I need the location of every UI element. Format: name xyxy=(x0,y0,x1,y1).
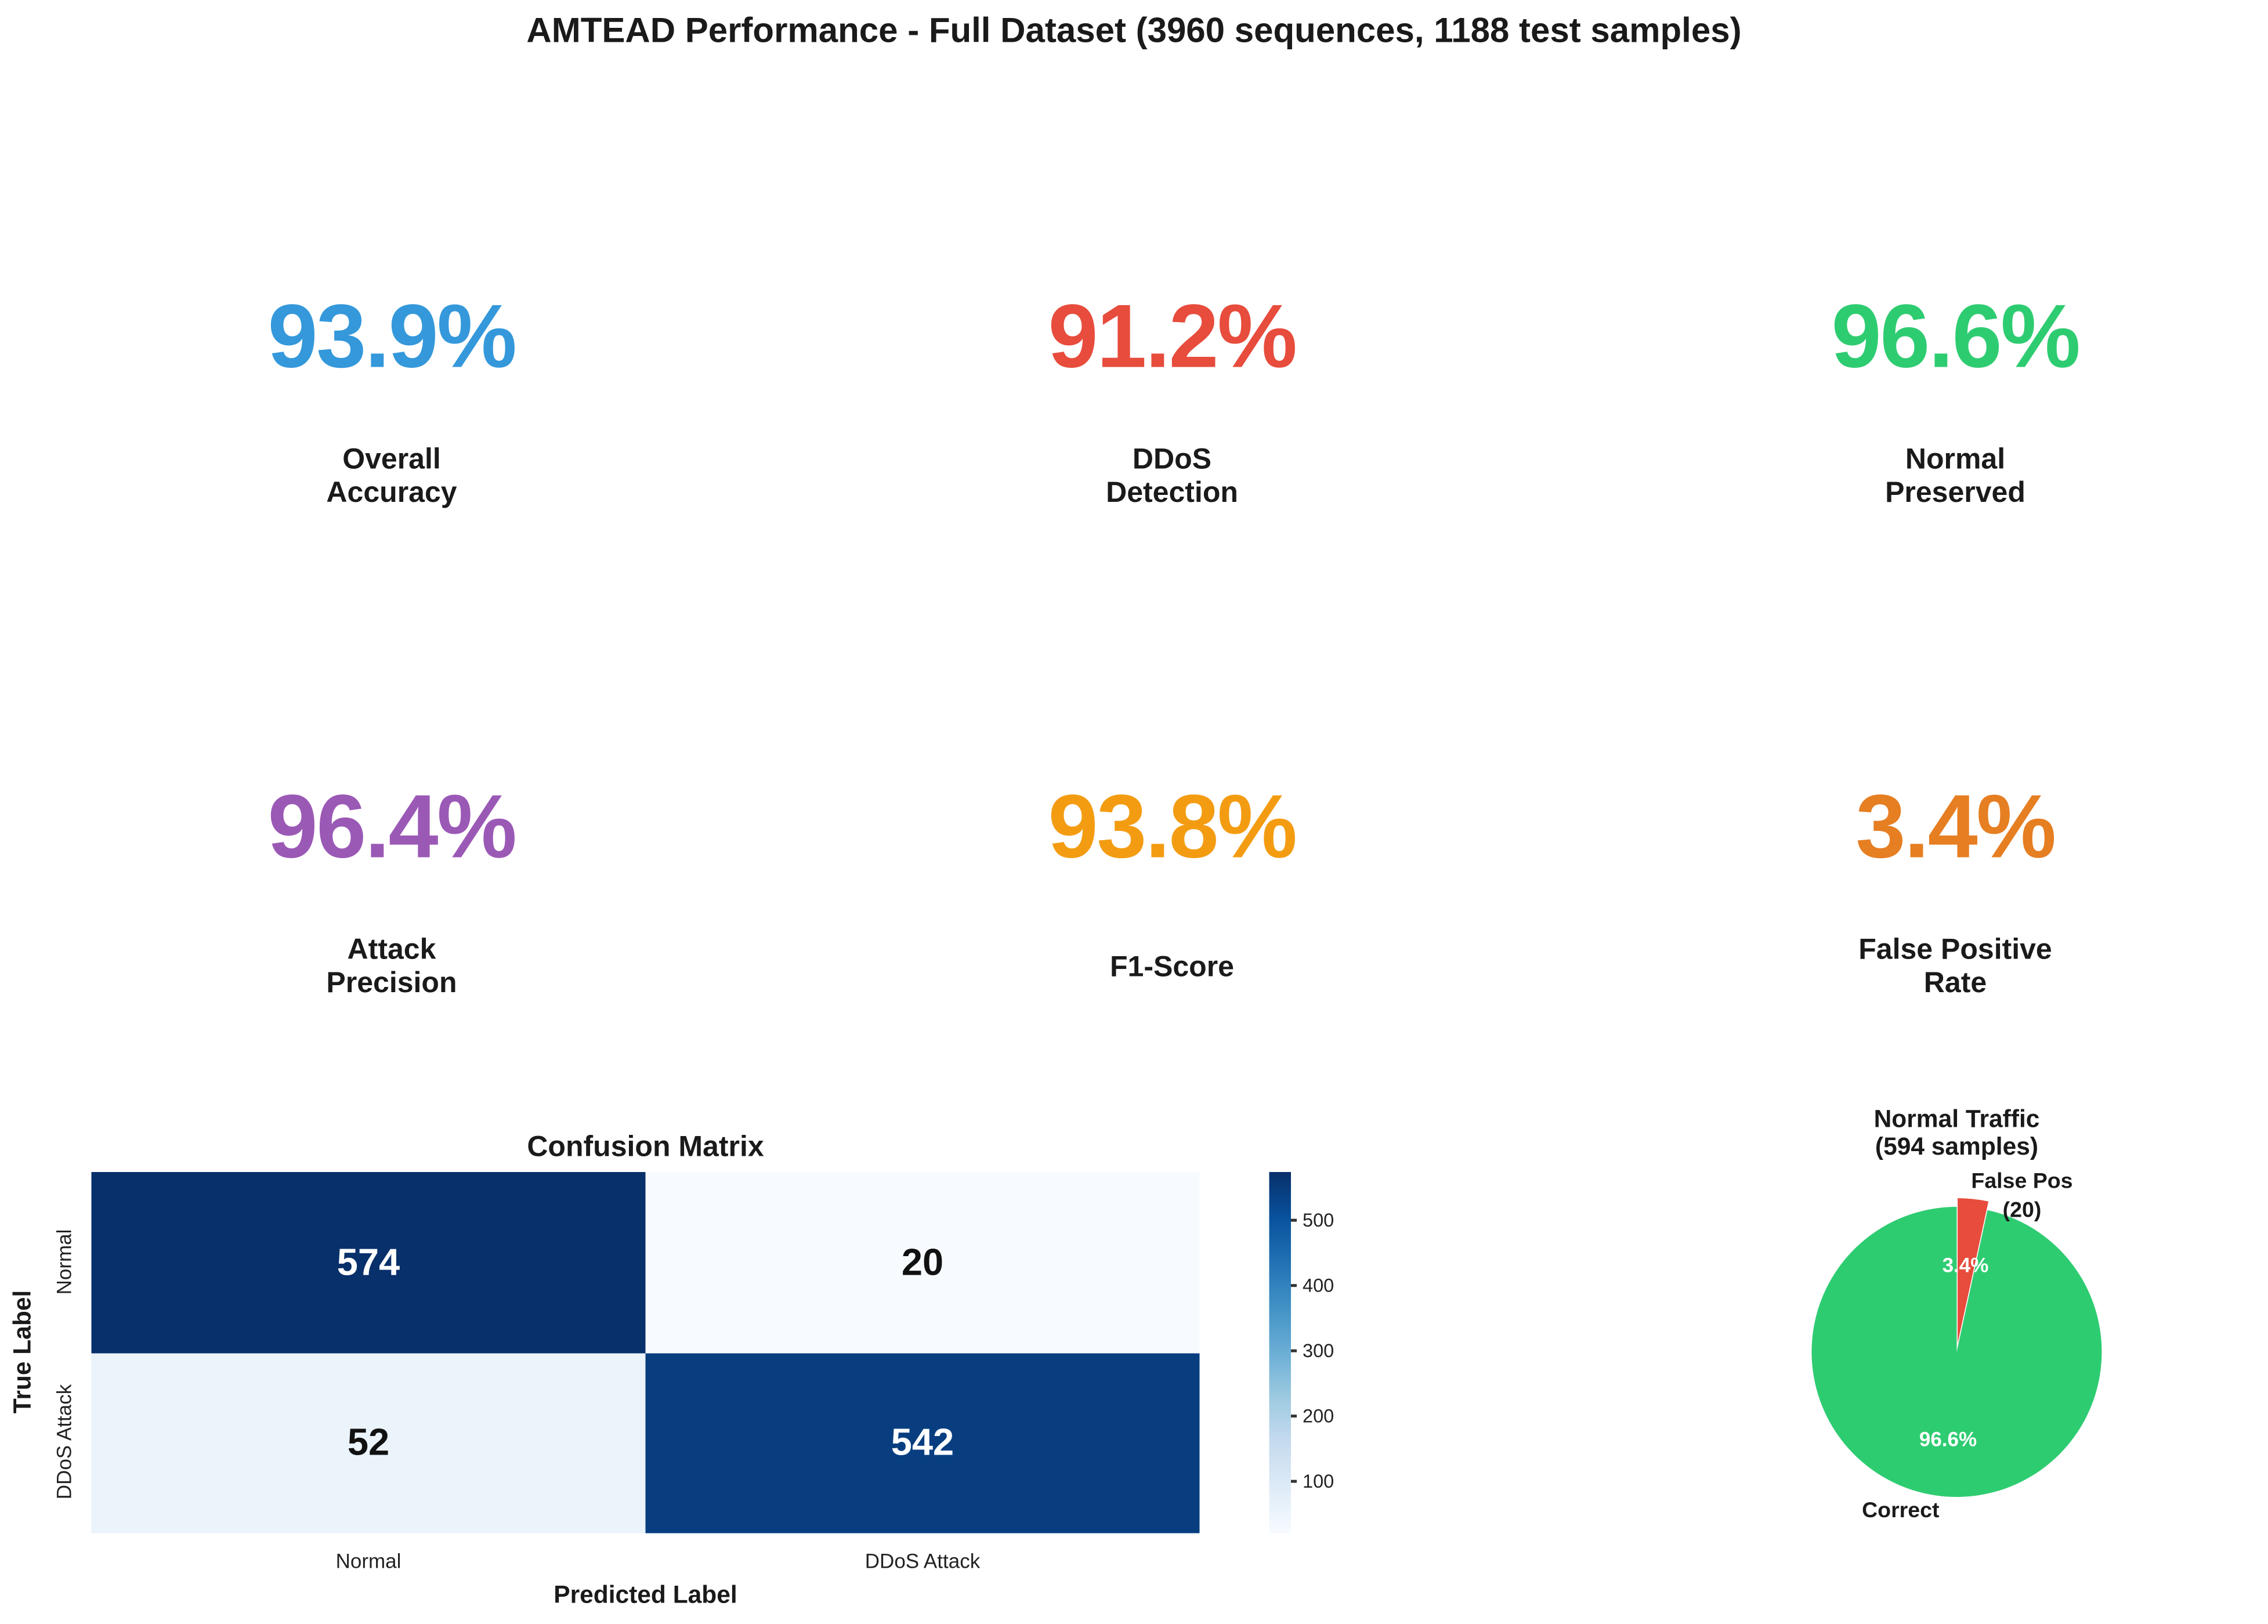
metric-label-line2: Rate xyxy=(1923,967,1987,1000)
metric-label-line2: Preserved xyxy=(1885,477,2025,509)
metric-card-overall-accuracy: 93.9% Overall Accuracy xyxy=(87,287,696,511)
pie-label-correct: Correct xyxy=(1862,1498,1940,1523)
pie-label-false-pos-line1: False Pos xyxy=(1971,1169,2073,1194)
colorbar-tick-label: 100 xyxy=(1303,1470,1334,1492)
pie-title-line1: Normal Traffic xyxy=(1873,1105,2040,1133)
confusion-cell-true-attack-pred-normal: 52 xyxy=(91,1352,646,1533)
confusion-cell-true-attack-pred-attack: 542 xyxy=(645,1352,1200,1533)
colorbar-tick-label: 200 xyxy=(1303,1405,1334,1427)
metric-card-normal-preserved: 96.6% Normal Preserved xyxy=(1651,287,2260,511)
confusion-y-axis-label: True Label xyxy=(9,1290,37,1414)
metric-card-false-positive-rate: 3.4% False Positive Rate xyxy=(1651,777,2260,1001)
metric-label-normal-preserved: Normal Preserved xyxy=(1651,444,2260,511)
pie-label-false-pos-line2: (20) xyxy=(2002,1198,2042,1223)
metric-label-ddos-detection: DDoS Detection xyxy=(867,444,1477,511)
confusion-matrix-heatmap: 574 20 52 542 xyxy=(91,1172,1200,1533)
metric-label-overall-accuracy: Overall Accuracy xyxy=(87,444,696,511)
confusion-cell-true-normal-pred-attack: 20 xyxy=(645,1172,1200,1353)
metric-label-line2: Detection xyxy=(1106,477,1238,509)
colorbar-tick-label: 400 xyxy=(1303,1274,1334,1296)
metric-value-false-positive-rate: 3.4% xyxy=(1855,777,2056,878)
pie-chart-title: Normal Traffic (594 samples) xyxy=(1725,1105,2189,1160)
metric-label-line1: Normal xyxy=(1905,444,2006,476)
y-tick-normal: Normal xyxy=(52,1229,75,1295)
confusion-x-axis-label: Predicted Label xyxy=(554,1581,737,1609)
confusion-cell-true-normal-pred-normal: 574 xyxy=(91,1172,646,1353)
metric-card-f1-score: 93.8% F1-Score xyxy=(867,777,1477,1001)
x-tick-normal: Normal xyxy=(335,1549,401,1572)
metric-value-f1-score: 93.8% xyxy=(1048,777,1297,878)
confusion-x-tick-labels: Normal DDoS Attack xyxy=(92,1549,1200,1573)
colorbar-ticks: 500 400 300 200 100 xyxy=(1291,1172,1378,1533)
pie-chart xyxy=(1811,1198,2102,1497)
colorbar-tick-label: 500 xyxy=(1303,1209,1334,1231)
pie-slice-false-pos xyxy=(1958,1198,1989,1344)
metric-label-false-positive-rate: False Positive Rate xyxy=(1651,934,2260,1001)
metric-label-line1: DDoS xyxy=(1132,444,1212,476)
metric-value-ddos-detection: 91.2% xyxy=(1048,287,1297,388)
colorbar-tick-label: 300 xyxy=(1303,1339,1334,1362)
y-tick-ddos-attack: DDoS Attack xyxy=(52,1384,75,1500)
confusion-matrix-title: Confusion Matrix xyxy=(527,1131,764,1163)
metric-label-line2: Accuracy xyxy=(326,477,457,509)
pie-slice-correct xyxy=(1811,1207,2102,1497)
metric-label-line1: Overall xyxy=(342,444,441,476)
colorbar xyxy=(1269,1172,1291,1533)
pie-label-false-pos: False Pos (20) xyxy=(1967,1168,2077,1226)
metric-label-line1: F1-Score xyxy=(1110,950,1234,983)
metric-label-f1-score: F1-Score xyxy=(867,934,1477,1001)
figure-title: AMTEAD Performance - Full Dataset (3960 … xyxy=(526,12,1742,51)
pie-percent-false-pos: 3.4% xyxy=(1942,1253,1989,1276)
metric-value-overall-accuracy: 93.9% xyxy=(267,287,517,388)
pie-title-line2: (594 samples) xyxy=(1875,1133,2039,1161)
metric-label-attack-precision: Attack Precision xyxy=(87,934,696,1001)
metric-label-line1: Attack xyxy=(347,934,436,966)
metric-value-attack-precision: 96.4% xyxy=(267,777,517,878)
x-tick-ddos-attack: DDoS Attack xyxy=(864,1549,981,1572)
metric-card-attack-precision: 96.4% Attack Precision xyxy=(87,777,696,1001)
pie-percent-correct: 96.6% xyxy=(1919,1427,1977,1451)
metric-label-line2: Precision xyxy=(326,967,457,1000)
metric-label-line1: False Positive xyxy=(1858,934,2052,966)
metric-value-normal-preserved: 96.6% xyxy=(1831,287,2081,388)
metric-card-ddos-detection: 91.2% DDoS Detection xyxy=(867,287,1477,511)
